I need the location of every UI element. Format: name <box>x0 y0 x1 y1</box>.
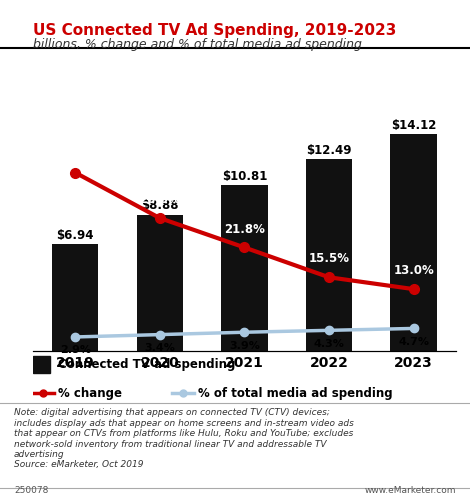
Text: 250078: 250078 <box>14 486 48 495</box>
Text: www.eMarketer.com: www.eMarketer.com <box>364 486 456 495</box>
Bar <box>52 244 99 351</box>
FancyBboxPatch shape <box>33 356 50 373</box>
Text: US Connected TV Ad Spending, 2019-2023: US Connected TV Ad Spending, 2019-2023 <box>33 23 396 38</box>
Text: 3.9%: 3.9% <box>229 341 260 351</box>
Text: billions, % change and % of total media ad spending: billions, % change and % of total media … <box>33 38 362 51</box>
Text: $6.94: $6.94 <box>56 229 94 242</box>
Text: 2.9%: 2.9% <box>60 346 91 356</box>
Bar <box>137 214 183 351</box>
Text: $8.88: $8.88 <box>141 199 179 212</box>
Text: Connected TV ad spending: Connected TV ad spending <box>58 358 235 371</box>
Text: $12.49: $12.49 <box>306 144 352 157</box>
Bar <box>391 134 437 351</box>
Text: % of total media ad spending: % of total media ad spending <box>198 387 392 400</box>
Text: 21.8%: 21.8% <box>224 222 265 235</box>
Text: 28.0%: 28.0% <box>140 193 180 206</box>
Text: 4.3%: 4.3% <box>313 339 345 349</box>
Text: $10.81: $10.81 <box>222 170 267 183</box>
Text: 4.7%: 4.7% <box>398 337 429 347</box>
Text: 3.4%: 3.4% <box>144 343 175 353</box>
Text: % change: % change <box>58 387 122 400</box>
Text: 13.0%: 13.0% <box>393 265 434 277</box>
Text: $14.12: $14.12 <box>391 119 436 132</box>
Text: 37.6%: 37.6% <box>55 148 95 161</box>
Text: 15.5%: 15.5% <box>308 253 350 266</box>
Text: Note: digital advertising that appears on connected TV (CTV) devices;
includes d: Note: digital advertising that appears o… <box>14 408 354 469</box>
Bar <box>306 159 352 351</box>
Bar <box>221 185 268 351</box>
